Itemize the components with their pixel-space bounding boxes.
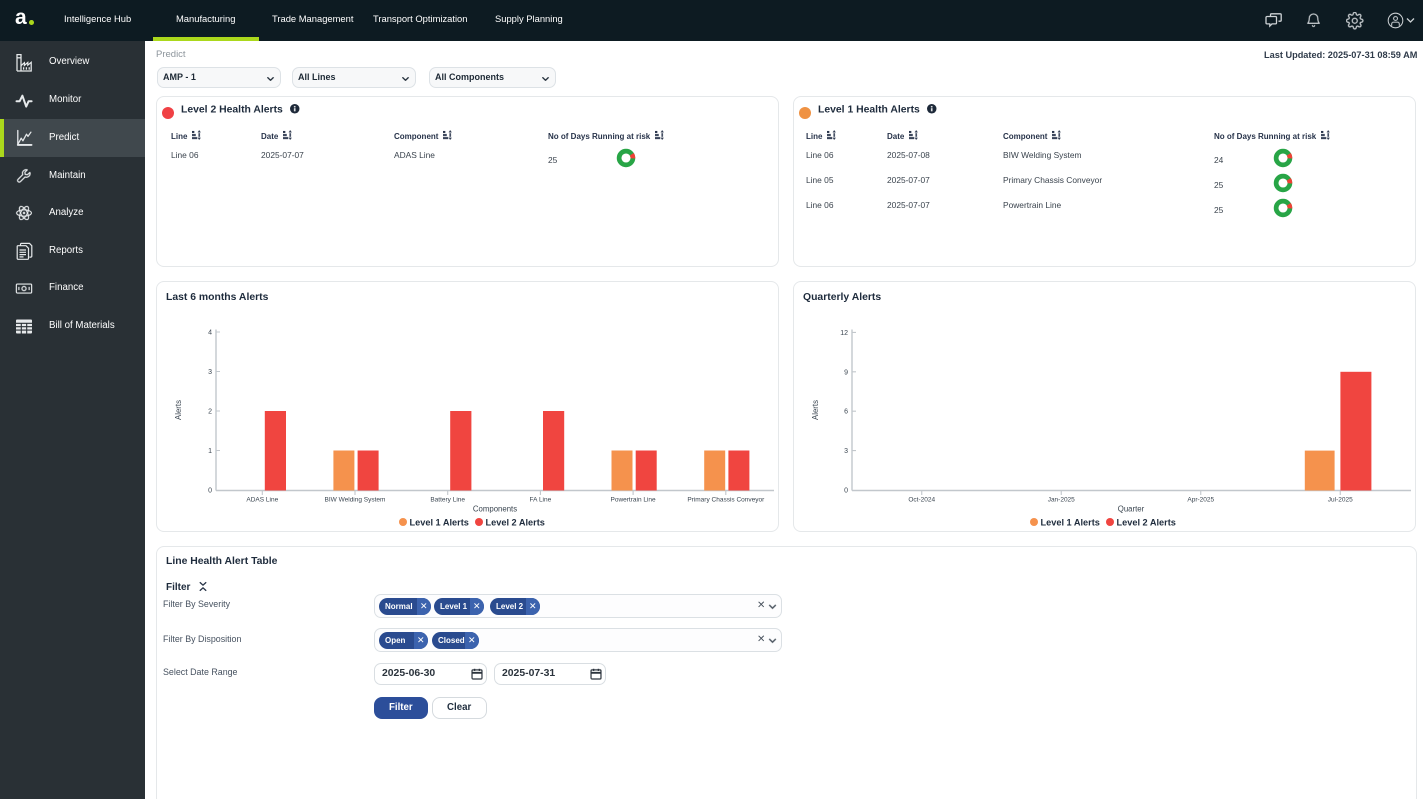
svg-text:2: 2 (208, 409, 212, 416)
svg-text:3: 3 (208, 369, 212, 376)
svg-text:Quarter: Quarter (1118, 505, 1145, 514)
svg-text:BIW Welding System: BIW Welding System (325, 497, 386, 504)
svg-text:Jan-2025: Jan-2025 (1048, 497, 1075, 504)
svg-text:12: 12 (840, 330, 848, 337)
svg-text:6: 6 (844, 409, 848, 416)
svg-text:Battery Line: Battery Line (430, 497, 465, 504)
svg-text:1: 1 (208, 448, 212, 455)
svg-text:Oct-2024: Oct-2024 (908, 497, 935, 504)
svg-text:Level 1 Alerts: Level 1 Alerts (1041, 517, 1100, 527)
svg-text:FA Line: FA Line (530, 497, 552, 504)
svg-text:Primary Chassis Conveyor: Primary Chassis Conveyor (687, 497, 765, 504)
svg-text:Level 2 Alerts: Level 2 Alerts (1117, 517, 1176, 527)
svg-text:4: 4 (208, 330, 212, 337)
svg-text:9: 9 (844, 369, 848, 376)
svg-text:Powertrain Line: Powertrain Line (611, 497, 657, 504)
svg-text:0: 0 (208, 488, 212, 495)
svg-text:Apr-2025: Apr-2025 (1187, 497, 1214, 504)
svg-text:0: 0 (844, 488, 848, 495)
svg-text:Components: Components (473, 505, 517, 514)
svg-text:ADAS Line: ADAS Line (246, 497, 278, 504)
svg-text:Alerts: Alerts (811, 400, 820, 420)
svg-text:Level 2 Alerts: Level 2 Alerts (486, 517, 545, 527)
svg-text:Level 1 Alerts: Level 1 Alerts (410, 517, 469, 527)
svg-text:Alerts: Alerts (174, 400, 183, 420)
svg-text:3: 3 (844, 448, 848, 455)
svg-text:Jul-2025: Jul-2025 (1328, 497, 1353, 504)
